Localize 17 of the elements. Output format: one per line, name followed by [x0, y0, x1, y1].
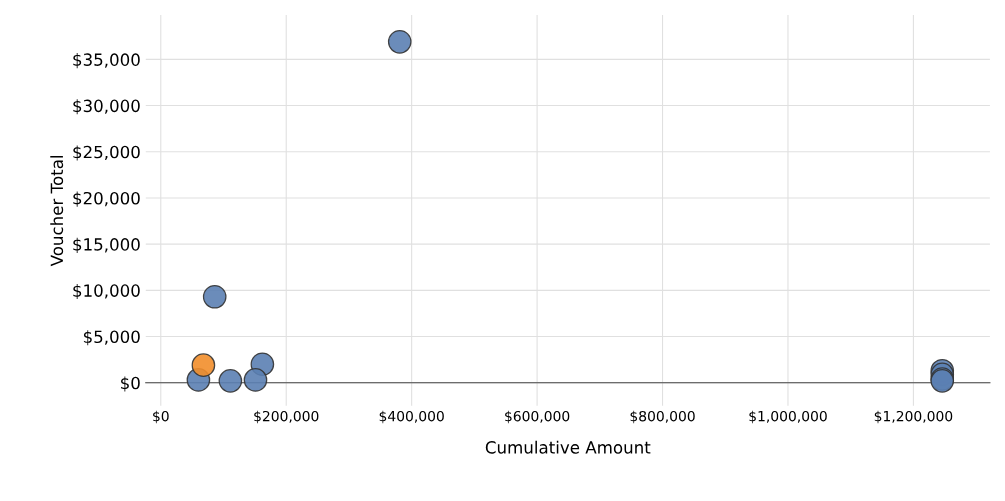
x-tick-label: $1,000,000	[749, 410, 827, 424]
y-tick-label: $20,000	[73, 191, 140, 207]
x-tick-label: $0	[153, 410, 169, 424]
y-tick-label: $35,000	[73, 53, 140, 69]
y-tick-label: $25,000	[73, 145, 140, 161]
y-tick-label: $10,000	[73, 284, 140, 300]
y-tick-label: $0	[121, 376, 140, 392]
x-tick-label: $600,000	[505, 410, 570, 424]
x-tick-label: $400,000	[379, 410, 444, 424]
y-tick-label: $30,000	[73, 99, 140, 115]
x-tick-label: $1,200,000	[874, 410, 953, 424]
y-tick-label: $15,000	[73, 237, 140, 253]
y-tick-label: $5,000	[83, 330, 140, 346]
x-axis-title: Cumulative Amount	[485, 440, 651, 454]
x-tick-label: $200,000	[254, 410, 319, 424]
y-axis-title: Voucher Total	[50, 156, 64, 267]
x-tick-label: $800,000	[630, 410, 695, 424]
